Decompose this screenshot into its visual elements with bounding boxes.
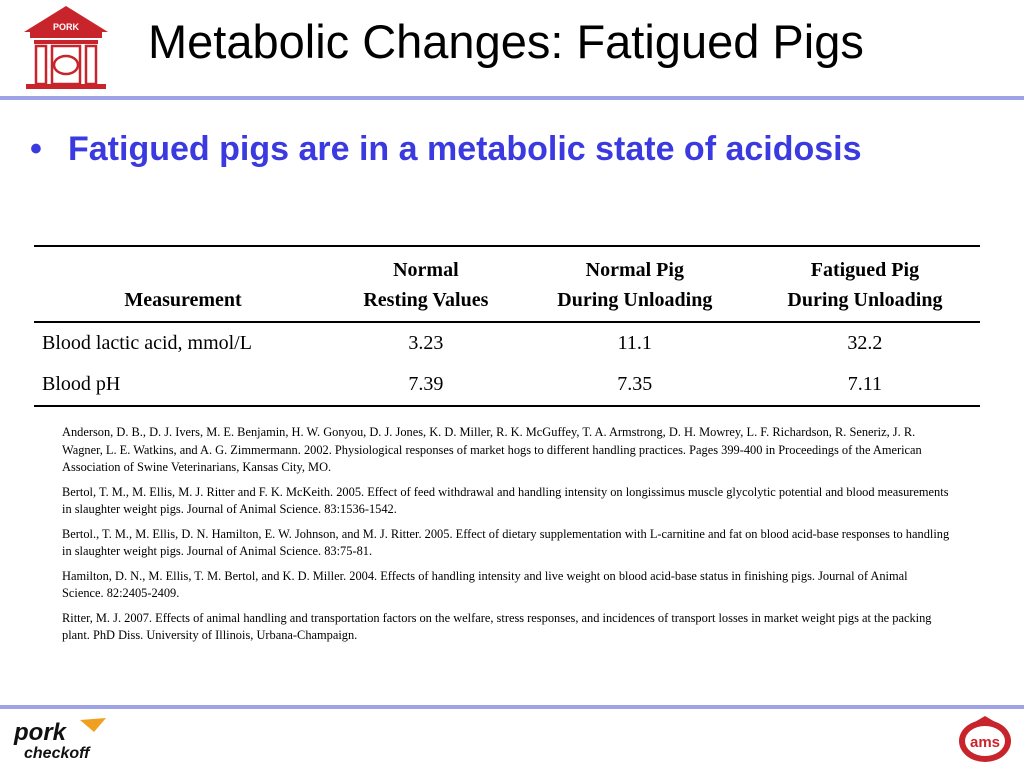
table-cell: Blood lactic acid, mmol/L xyxy=(42,332,252,354)
table-cell: 32.2 xyxy=(847,332,883,354)
table-cell: 7.35 xyxy=(519,364,750,407)
table-header-row: Measurement Normal Resting Values Normal… xyxy=(34,245,980,323)
table-cell: 7.11 xyxy=(749,364,980,407)
table-cell: 7.39 xyxy=(332,364,520,407)
table-cell: 11.1 xyxy=(617,332,652,354)
reference-item: Bertol, T. M., M. Ellis, M. J. Ritter an… xyxy=(62,484,949,517)
header-fatigued-unloading: Fatigued Pig During Unloading xyxy=(749,245,980,323)
ams-logo-icon: ams xyxy=(959,716,1011,762)
header-normal-resting: Normal Resting Values xyxy=(332,245,520,323)
pork-checkoff-logo-icon: pork checkoff xyxy=(13,718,106,762)
bullet-symbol: • xyxy=(30,130,42,168)
logo-checkoff-word: checkoff xyxy=(24,745,91,762)
header-divider xyxy=(0,96,1024,100)
pork-building-logo-icon: PORK xyxy=(24,6,108,89)
logo-ams-text: ams xyxy=(970,734,1000,751)
reference-item: Bertol., T. M., M. Ellis, D. N. Hamilton… xyxy=(62,526,950,559)
table-row: Blood pH 7.39 7.35 7.11 xyxy=(34,364,980,407)
table-cell: Blood pH xyxy=(34,364,332,407)
metabolic-data-table: Measurement Normal Resting Values Normal… xyxy=(34,245,980,407)
logo-top-text: PORK xyxy=(53,22,80,32)
bullet-text: Fatigued pigs are in a metabolic state o… xyxy=(68,130,862,168)
reference-item: Ritter, M. J. 2007. Effects of animal ha… xyxy=(62,610,932,643)
page-title: Metabolic Changes: Fatigued Pigs xyxy=(148,15,864,68)
reference-item: Anderson, D. B., D. J. Ivers, M. E. Benj… xyxy=(62,425,922,474)
references: Anderson, D. B., D. J. Ivers, M. E. Benj… xyxy=(62,424,952,652)
table-row: Blood lactic acid, mmol/L 3.23 11.1 32.2 xyxy=(34,322,980,364)
table-cell: 3.23 xyxy=(408,332,444,354)
logo-pork-word: pork xyxy=(13,719,68,746)
header-measurement: Measurement xyxy=(34,245,332,323)
header-normal-unloading: Normal Pig During Unloading xyxy=(519,245,750,323)
reference-item: Hamilton, D. N., M. Ellis, T. M. Bertol,… xyxy=(62,568,908,601)
footer-divider xyxy=(0,705,1024,709)
